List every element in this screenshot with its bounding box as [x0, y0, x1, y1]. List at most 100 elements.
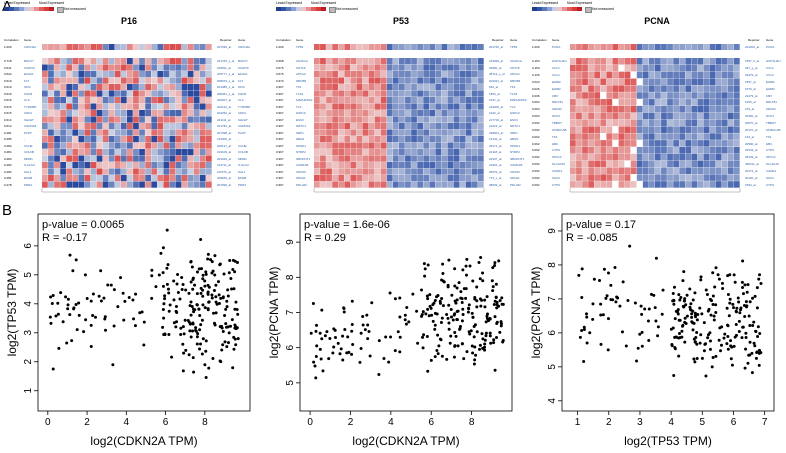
heatmap-row-label: 0.967 [276, 143, 284, 148]
heatmap-cell [114, 142, 121, 149]
heatmap-cell [314, 58, 320, 65]
y-tick-label: 4 [547, 398, 558, 404]
heatmap-cell [576, 167, 582, 175]
heatmap-cell [453, 129, 460, 136]
heatmap-cell [691, 85, 698, 92]
scatter-point [421, 335, 425, 339]
heatmap-row-label: ESC0 [296, 117, 304, 122]
scatter-point [711, 356, 715, 360]
heatmap-cell [399, 123, 405, 130]
scatter-point [210, 296, 214, 300]
heatmap-cell [108, 155, 115, 162]
heatmap-cell [48, 110, 54, 117]
heatmap-cell [72, 103, 79, 110]
heatmap-query-cell [667, 44, 673, 50]
heatmap-cell [588, 126, 594, 133]
scatter-point [447, 321, 451, 325]
heatmap-cell [576, 99, 582, 106]
scatter-point [191, 277, 195, 281]
heatmap-cell [90, 175, 97, 182]
scatter-point [225, 345, 229, 349]
heatmap-row-label: 0.006 [532, 93, 540, 98]
heatmap-cell [453, 175, 460, 182]
heatmap-cell [356, 168, 363, 175]
heatmap-cell [600, 181, 607, 188]
heatmap-cell [477, 64, 484, 71]
heatmap-cell [471, 136, 478, 143]
heatmap-cell [368, 149, 375, 156]
heatmap-cell [48, 64, 54, 71]
heatmap-cell [570, 160, 576, 168]
heatmap-cell [78, 168, 85, 175]
heatmap-cell [163, 136, 170, 143]
x-tick-label: 0 [45, 417, 51, 428]
scatter-point [474, 353, 478, 357]
scatter-point [233, 337, 237, 341]
scatter-point [367, 330, 371, 334]
heatmap-cell [139, 142, 145, 149]
heatmap-cell [576, 85, 582, 92]
heatmap-cell [368, 77, 375, 84]
heatmap-cell [618, 64, 625, 72]
heatmap-cell [386, 175, 393, 182]
heatmap-cell [691, 146, 698, 154]
scatter-point [346, 335, 350, 339]
heatmap-cell [727, 174, 734, 181]
heatmap-cell [417, 90, 423, 97]
legend-most-label: Most Expressed [39, 1, 65, 5]
heatmap-cell [90, 71, 97, 78]
heatmap-cell [314, 175, 320, 182]
heatmap-cell [60, 90, 66, 97]
heatmap-cell [570, 133, 576, 140]
scatter-point [488, 334, 492, 338]
x-axis-title: log2(CDKN2A TPM) [352, 434, 459, 448]
heatmap-cell [114, 77, 121, 84]
heatmap-cell [205, 97, 212, 104]
heatmap-cell [54, 103, 60, 110]
heatmap-cell [453, 97, 460, 104]
heatmap-cell [374, 64, 381, 71]
heatmap-cell [588, 119, 594, 127]
heatmap-row-label: MDM1 [238, 156, 247, 161]
heatmap-query-cell [362, 44, 369, 50]
heatmap-cell [374, 103, 381, 110]
heatmap-cell [673, 112, 679, 120]
heatmap-cell [84, 136, 91, 143]
heatmap-cell [314, 162, 320, 169]
scatter-point [82, 330, 86, 334]
heatmap-cell [60, 181, 66, 188]
heatmap-cell [411, 175, 417, 182]
heatmap-cell [326, 181, 332, 188]
heatmap-cell [350, 103, 357, 110]
heatmap-cell [356, 136, 363, 143]
heatmap-cell [697, 92, 704, 99]
scatter-point [428, 293, 432, 297]
heatmap-cell [399, 181, 405, 188]
heatmap-cell [42, 90, 48, 97]
scatter-point [491, 285, 495, 289]
scatter-point [726, 292, 730, 296]
scatter-point [746, 361, 750, 365]
heatmap-cell [685, 126, 692, 133]
scatter-point [656, 334, 660, 338]
heatmap-cell [453, 58, 460, 65]
heatmap-query-cell [332, 44, 338, 50]
heatmap-cell [477, 97, 484, 104]
heatmap-cell [163, 123, 170, 130]
scatter-point [359, 331, 363, 335]
scatter-point [643, 307, 647, 311]
heatmap-row-label: 219099_at [489, 59, 504, 64]
heatmap-cell [151, 142, 158, 149]
heatmap-row-label: RRLT81 [552, 100, 563, 105]
heatmap-cell [594, 140, 601, 147]
heatmap-cell [157, 97, 164, 104]
heatmap-cell [120, 142, 127, 149]
heatmap-cell [102, 64, 109, 71]
scatter-point [77, 301, 81, 305]
scatter-point [217, 301, 221, 305]
heatmap-cell [181, 97, 188, 104]
scatter-point [315, 344, 319, 348]
scatter-point [123, 299, 127, 303]
heatmap-cell [576, 174, 582, 181]
heatmap-cell [127, 64, 133, 71]
